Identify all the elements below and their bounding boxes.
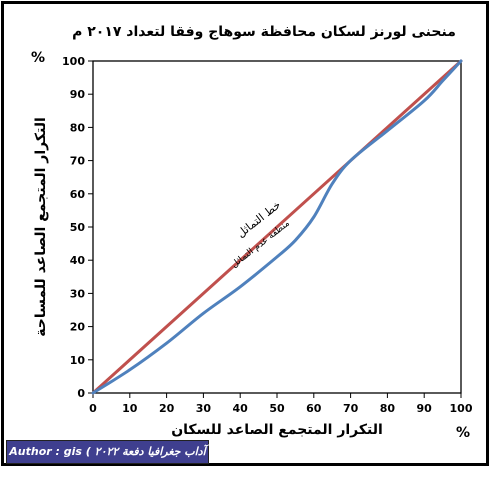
x-tick-label: 60: [306, 402, 322, 415]
lorenz-curve: [91, 59, 463, 395]
y-tick-label: 100: [62, 55, 85, 68]
x-tick-label: 30: [196, 402, 212, 415]
chart-frame: [1, 1, 489, 466]
x-tick-label: 50: [269, 402, 285, 415]
x-axis-label: التكرار المتجمع الصاعد للسكان: [171, 422, 383, 438]
x-tick-label: 0: [89, 402, 97, 415]
y-axis-label: التكرار المتجمع الصاعد للمساحة: [33, 117, 49, 337]
y-tick-label: 80: [70, 121, 86, 134]
x-tick-label: 40: [233, 402, 249, 415]
lorenz-chart: منحنى لورنز لسكان محافظة سوهاج وفقا لتعد…: [31, 24, 473, 441]
y-tick-label: 20: [70, 321, 86, 334]
y-unit: %: [31, 50, 45, 66]
y-tick-label: 30: [70, 287, 86, 300]
y-tick-label: 70: [70, 155, 86, 168]
y-tick-label: 40: [70, 254, 86, 267]
y-tick-label: 50: [70, 221, 86, 234]
y-tick-label: 90: [70, 88, 86, 101]
equality-line: [91, 59, 463, 395]
y-tick-label: 0: [77, 387, 85, 400]
x-unit: %: [456, 425, 470, 441]
x-tick-label: 70: [343, 402, 359, 415]
x-tick-label: 90: [417, 402, 433, 415]
chart-title: منحنى لورنز لسكان محافظة سوهاج وفقا لتعد…: [72, 24, 456, 40]
x-tick-label: 100: [450, 402, 473, 415]
x-tick-label: 10: [122, 402, 138, 415]
author-badge: Author : gis ( آداب جغرافيا دفعة ٢٠٢٢ ): [6, 440, 209, 480]
x-tick-label: 80: [380, 402, 396, 415]
ticks: 0 10 20 30 40 50 60 70 80 90 100 0 10 20 30 40 50 60 70 80 9…: [62, 55, 473, 415]
y-tick-label: 10: [70, 354, 86, 367]
x-tick-label: 20: [159, 402, 175, 415]
series-group: [91, 59, 463, 395]
y-tick-label: 60: [70, 188, 86, 201]
